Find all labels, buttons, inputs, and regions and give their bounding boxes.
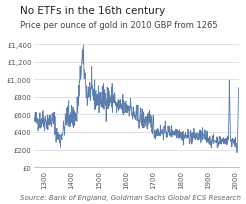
Text: Source: Bank of England, Goldman Sachs Global ECS Research: Source: Bank of England, Goldman Sachs G… (20, 194, 241, 200)
Text: No ETFs in the 16th century: No ETFs in the 16th century (20, 6, 165, 16)
Text: Price per ounce of gold in 2010 GBP from 1265: Price per ounce of gold in 2010 GBP from… (20, 20, 217, 29)
